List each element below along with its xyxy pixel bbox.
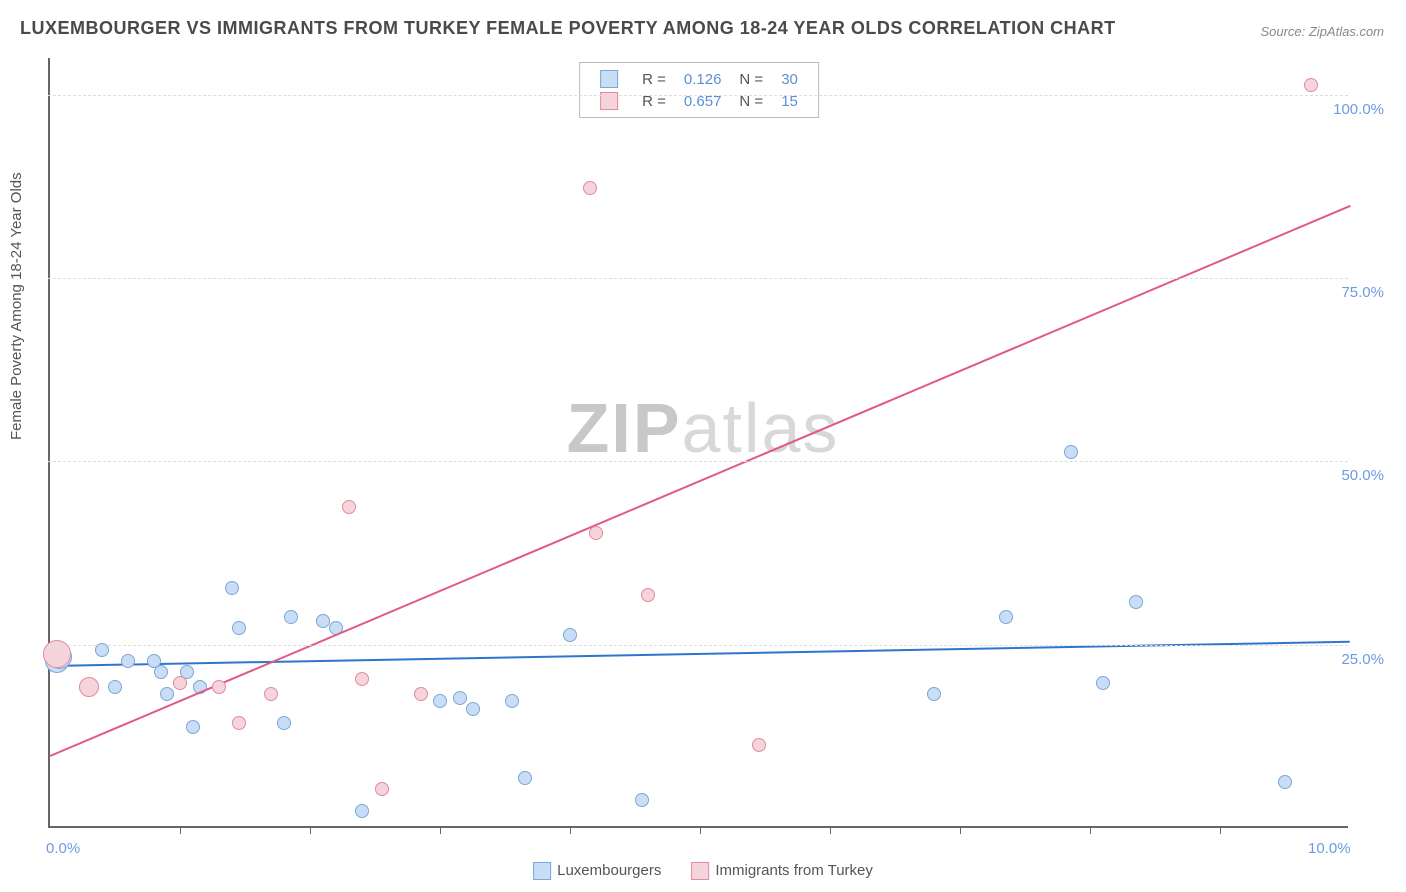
- legend-r-label: R =: [634, 69, 674, 89]
- data-point: [375, 782, 389, 796]
- data-point: [999, 610, 1013, 624]
- x-tick: [1220, 826, 1221, 834]
- y-tick-label: 100.0%: [1333, 101, 1384, 118]
- x-axis-min-label: 0.0%: [46, 840, 80, 857]
- legend-swatch: [533, 862, 551, 880]
- data-point: [635, 793, 649, 807]
- x-axis-max-label: 10.0%: [1308, 840, 1351, 857]
- plot-area: R =0.126N =30R =0.657N =15: [48, 58, 1348, 828]
- gridline: [48, 461, 1348, 462]
- data-point: [355, 672, 369, 686]
- trend-line: [50, 205, 1351, 757]
- x-tick: [180, 826, 181, 834]
- legend-swatch: [691, 862, 709, 880]
- legend-swatch: [600, 70, 618, 88]
- data-point: [154, 665, 168, 679]
- y-tick-label: 50.0%: [1341, 467, 1384, 484]
- data-point: [277, 716, 291, 730]
- correlation-chart: LUXEMBOURGER VS IMMIGRANTS FROM TURKEY F…: [0, 0, 1406, 892]
- legend-row: R =0.126N =30: [592, 69, 806, 89]
- data-point: [121, 654, 135, 668]
- data-point: [414, 687, 428, 701]
- x-tick: [700, 826, 701, 834]
- legend-n-value: 30: [773, 69, 806, 89]
- data-point: [1278, 775, 1292, 789]
- data-point: [316, 614, 330, 628]
- y-axis-label: Female Poverty Among 18-24 Year Olds: [8, 172, 25, 440]
- x-tick: [570, 826, 571, 834]
- data-point: [453, 691, 467, 705]
- legend-series-label: Luxembourgers: [557, 862, 661, 879]
- legend-n-label: N =: [731, 69, 771, 89]
- data-point: [108, 680, 122, 694]
- data-point: [342, 500, 356, 514]
- data-point: [186, 720, 200, 734]
- data-point: [433, 694, 447, 708]
- data-point: [563, 628, 577, 642]
- data-point: [1129, 595, 1143, 609]
- data-point: [225, 581, 239, 595]
- data-point: [212, 680, 226, 694]
- chart-title: LUXEMBOURGER VS IMMIGRANTS FROM TURKEY F…: [20, 18, 1116, 39]
- data-point: [264, 687, 278, 701]
- legend-correlation-box: R =0.126N =30R =0.657N =15: [579, 62, 819, 118]
- data-point: [173, 676, 187, 690]
- x-tick: [440, 826, 441, 834]
- data-point: [752, 738, 766, 752]
- data-point: [79, 677, 99, 697]
- data-point: [466, 702, 480, 716]
- gridline: [48, 645, 1348, 646]
- legend-series-label: Immigrants from Turkey: [715, 862, 873, 879]
- source-attribution: Source: ZipAtlas.com: [1260, 24, 1384, 39]
- gridline: [48, 278, 1348, 279]
- gridline: [48, 95, 1348, 96]
- data-point: [232, 716, 246, 730]
- x-tick: [310, 826, 311, 834]
- y-tick-label: 25.0%: [1341, 651, 1384, 668]
- data-point: [589, 526, 603, 540]
- data-point: [1304, 78, 1318, 92]
- x-tick: [1090, 826, 1091, 834]
- data-point: [355, 804, 369, 818]
- legend-series: Luxembourgers Immigrants from Turkey: [533, 862, 873, 880]
- data-point: [641, 588, 655, 602]
- legend-r-value: 0.126: [676, 69, 730, 89]
- data-point: [160, 687, 174, 701]
- data-point: [1064, 445, 1078, 459]
- data-point: [927, 687, 941, 701]
- legend-item: Luxembourgers: [533, 862, 661, 880]
- x-tick: [830, 826, 831, 834]
- x-tick: [960, 826, 961, 834]
- legend-item: Immigrants from Turkey: [691, 862, 873, 880]
- data-point: [505, 694, 519, 708]
- data-point: [1096, 676, 1110, 690]
- y-tick-label: 75.0%: [1341, 284, 1384, 301]
- data-point: [232, 621, 246, 635]
- data-point: [284, 610, 298, 624]
- data-point: [518, 771, 532, 785]
- data-point: [583, 181, 597, 195]
